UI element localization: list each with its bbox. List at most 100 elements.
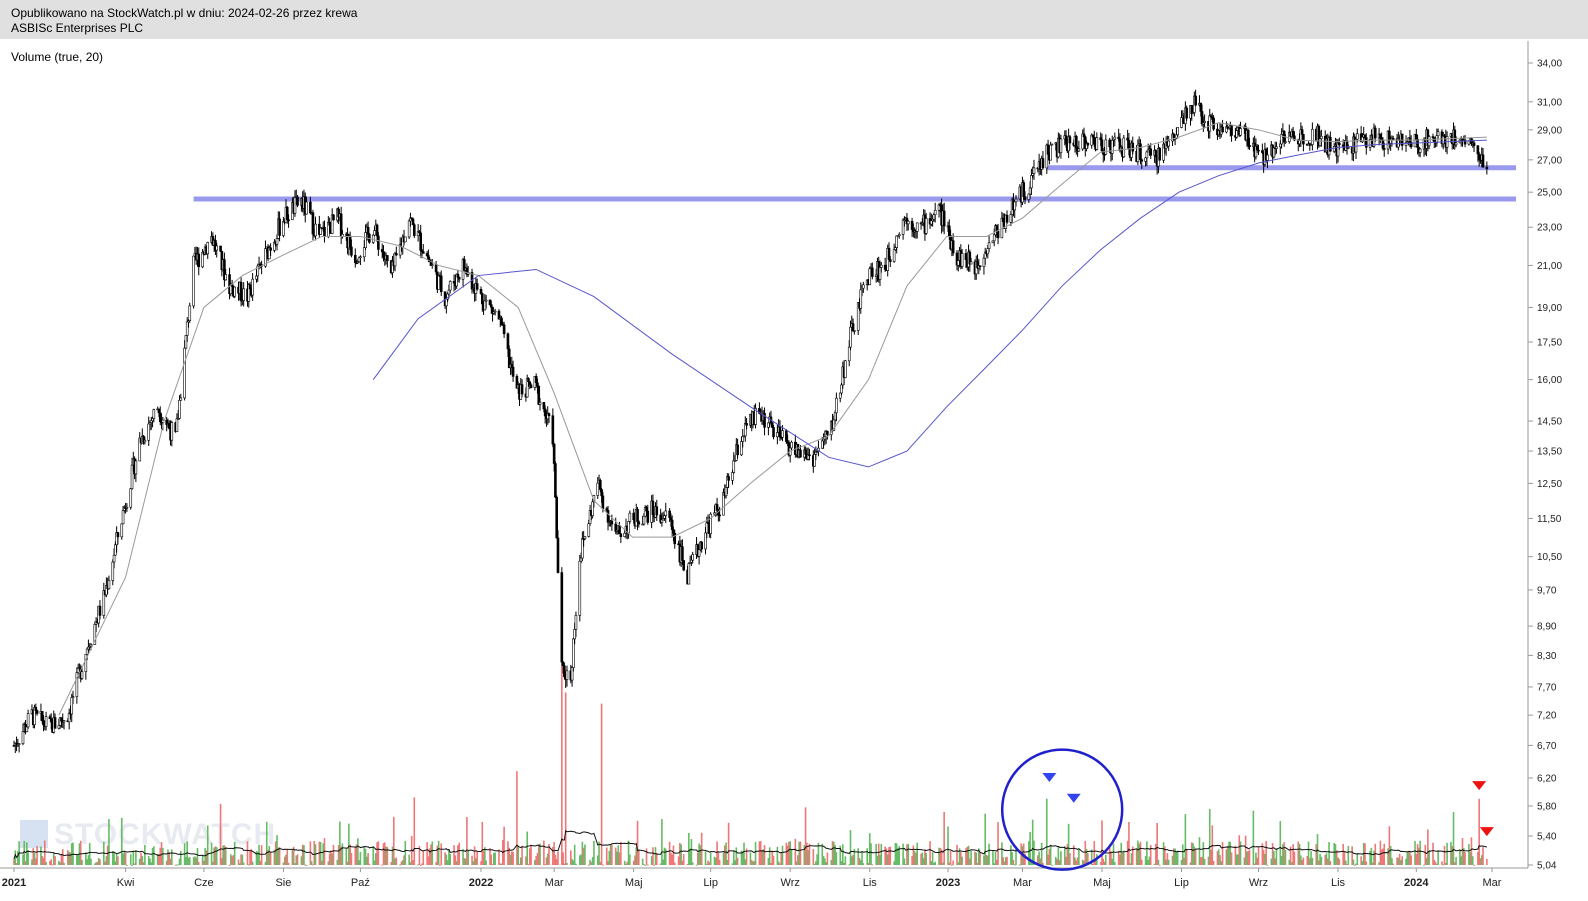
volume-bar [224, 846, 227, 865]
volume-bar [188, 857, 191, 865]
candle-body [1099, 137, 1102, 141]
candle-body [448, 281, 452, 291]
candle-body [1463, 139, 1467, 145]
volume-bar [1247, 851, 1250, 865]
volume-bar [368, 863, 371, 865]
volume-bar [138, 858, 141, 865]
candle-body [255, 275, 258, 280]
volume-bar [341, 843, 344, 865]
candle-body [1075, 136, 1078, 149]
candle-body [445, 298, 448, 307]
volume-bar [165, 860, 168, 865]
volume-bar [984, 813, 987, 865]
candle-body [1379, 133, 1382, 139]
volume-bar [1087, 853, 1089, 865]
volume-bar [734, 860, 736, 865]
volume-bar [41, 856, 44, 865]
volume-bar [680, 844, 682, 865]
volume-bar [366, 856, 368, 865]
volume-bar [381, 864, 384, 866]
volume-bar [868, 833, 871, 865]
candle-body [1176, 127, 1179, 136]
volume-bar [884, 846, 886, 865]
volume-bar [1216, 851, 1219, 865]
y-tick-label: 8,30 [1537, 651, 1557, 662]
volume-bar [1015, 849, 1017, 865]
candle-body [348, 235, 352, 248]
volume-bar [543, 840, 545, 865]
volume-bar [1183, 857, 1185, 865]
volume-bar [1184, 814, 1187, 865]
volume-bar [117, 856, 119, 865]
volume-bar [212, 861, 214, 865]
volume-bar [1342, 843, 1344, 865]
volume-bar [670, 852, 672, 865]
candle-body [1347, 147, 1350, 149]
candle-body [287, 219, 290, 222]
candle-body [419, 232, 423, 251]
volume-bar [967, 845, 970, 865]
volume-bar [942, 862, 944, 865]
candle-body [901, 219, 905, 235]
volume-bar [228, 864, 231, 866]
candle-body [538, 402, 542, 405]
volume-bar [241, 854, 244, 865]
volume-bar [566, 862, 568, 865]
volume-bar [349, 844, 351, 865]
volume-bar [1387, 848, 1389, 865]
volume-bar [278, 847, 281, 865]
volume-bar [790, 849, 793, 865]
volume-bar [1255, 852, 1257, 865]
candle-body [664, 510, 668, 516]
volume-bar [1120, 842, 1123, 865]
volume-bar [96, 861, 99, 865]
volume-bar [726, 860, 729, 865]
volume-bar [898, 845, 901, 865]
candle-body [554, 463, 557, 498]
volume-bar [976, 862, 979, 865]
candle-body [339, 213, 343, 237]
candle-body [1257, 149, 1260, 152]
volume-bar [779, 863, 781, 865]
candle-body [1095, 137, 1099, 150]
volume-bar [761, 850, 763, 865]
volume-bar [997, 822, 999, 865]
volume-bar [1074, 857, 1076, 865]
volume-bar [1441, 861, 1443, 865]
volume-bar [291, 849, 294, 865]
volume-bar [1128, 821, 1130, 865]
volume-bar [589, 859, 591, 865]
candle-body [851, 323, 855, 332]
y-tick-label: 7,20 [1537, 711, 1557, 722]
volume-bar [294, 863, 296, 865]
volume-bar [1328, 842, 1330, 865]
y-tick-label: 16,00 [1537, 375, 1562, 386]
volume-bar [1048, 848, 1051, 865]
volume-bar [1306, 855, 1309, 865]
volume-bar [930, 861, 933, 865]
candle-body [669, 517, 673, 521]
volume-bar [81, 859, 83, 865]
volume-bar [87, 855, 90, 865]
volume-bar [1083, 860, 1085, 865]
volume-bar [1416, 844, 1419, 865]
candle-body [1481, 154, 1485, 168]
volume-bar [771, 850, 774, 865]
volume-bar [1234, 845, 1237, 865]
volume-bar [1271, 843, 1274, 865]
candle-body [1046, 144, 1050, 155]
candle-body [188, 305, 192, 321]
volume-bar [51, 864, 54, 866]
candle-body [98, 605, 102, 616]
volume-bar [1326, 858, 1329, 865]
volume-bar [49, 861, 51, 865]
candle-body [727, 476, 730, 481]
candle-body [691, 554, 694, 561]
volume-bar [1019, 864, 1021, 866]
candle-body [892, 249, 896, 262]
candle-body [314, 223, 317, 237]
volume-bar [632, 860, 635, 865]
candle-body [49, 718, 53, 723]
volume-bar [1365, 861, 1368, 865]
watermark-text: STOCKWATCH [54, 818, 277, 851]
